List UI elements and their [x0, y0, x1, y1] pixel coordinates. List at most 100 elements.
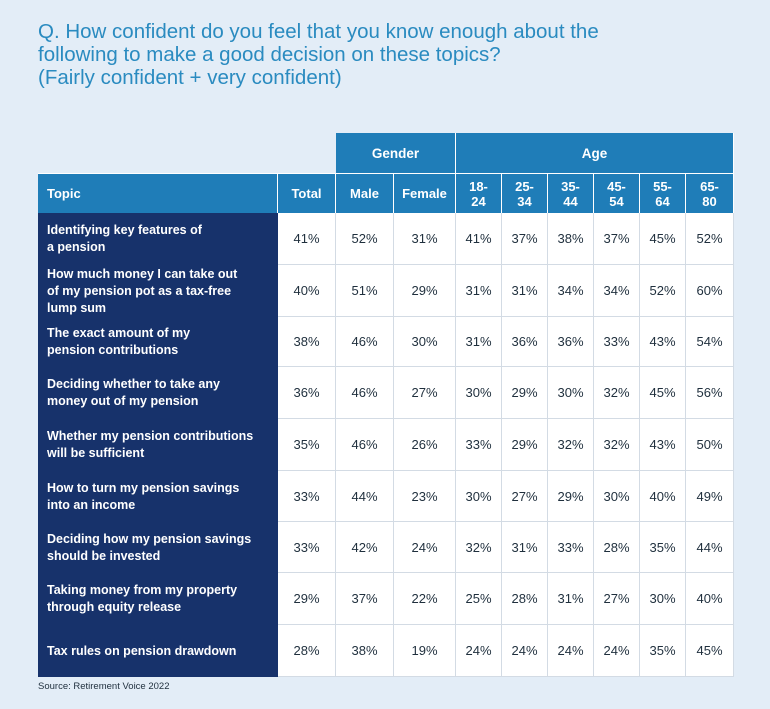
- value-cell: 32%: [594, 419, 640, 471]
- value-cell: 43%: [640, 317, 686, 367]
- column-header: 45- 54: [594, 173, 640, 213]
- value-cell: 38%: [548, 213, 594, 265]
- value-cell: 46%: [336, 419, 394, 471]
- value-cell: 42%: [336, 522, 394, 573]
- value-cell: 41%: [456, 213, 502, 265]
- value-cell: 37%: [594, 213, 640, 265]
- value-cell: 28%: [502, 573, 548, 625]
- value-cell: 37%: [336, 573, 394, 625]
- value-cell: 30%: [456, 471, 502, 522]
- column-header: Topic: [38, 173, 278, 213]
- value-cell: 31%: [394, 213, 456, 265]
- value-cell: 44%: [686, 522, 734, 573]
- value-cell: 27%: [394, 367, 456, 419]
- value-cell: 40%: [278, 265, 336, 317]
- value-cell: 36%: [502, 317, 548, 367]
- row-topic: Identifying key features of a pension: [38, 213, 278, 265]
- age-group-header: Age: [456, 133, 734, 173]
- value-cell: 34%: [548, 265, 594, 317]
- value-cell: 28%: [594, 522, 640, 573]
- value-cell: 25%: [456, 573, 502, 625]
- value-cell: 28%: [278, 625, 336, 677]
- value-cell: 40%: [640, 471, 686, 522]
- gender-group-header: Gender: [336, 133, 456, 173]
- value-cell: 26%: [394, 419, 456, 471]
- value-cell: 34%: [594, 265, 640, 317]
- value-cell: 33%: [278, 471, 336, 522]
- title-line: following to make a good decision on the…: [38, 43, 501, 66]
- value-cell: 40%: [686, 573, 734, 625]
- value-cell: 31%: [456, 317, 502, 367]
- value-cell: 38%: [278, 317, 336, 367]
- value-cell: 30%: [456, 367, 502, 419]
- value-cell: 46%: [336, 317, 394, 367]
- value-cell: 35%: [278, 419, 336, 471]
- value-cell: 22%: [394, 573, 456, 625]
- value-cell: 43%: [640, 419, 686, 471]
- value-cell: 35%: [640, 625, 686, 677]
- column-header: Male: [336, 173, 394, 213]
- value-cell: 29%: [502, 419, 548, 471]
- results-table: Gender Age Topic Total Male Female 18- 24 25- 3…: [38, 133, 734, 677]
- value-cell: 37%: [502, 213, 548, 265]
- value-cell: 27%: [594, 573, 640, 625]
- value-cell: 33%: [548, 522, 594, 573]
- row-topic: Deciding how my pension savings should b…: [38, 522, 278, 573]
- value-cell: 24%: [456, 625, 502, 677]
- value-cell: 36%: [548, 317, 594, 367]
- value-cell: 52%: [686, 213, 734, 265]
- column-header: Total: [278, 173, 336, 213]
- value-cell: 46%: [336, 367, 394, 419]
- value-cell: 29%: [278, 573, 336, 625]
- row-topic: Taking money from my property through eq…: [38, 573, 278, 625]
- value-cell: 33%: [278, 522, 336, 573]
- value-cell: 31%: [502, 265, 548, 317]
- title-line: Q. How confident do you feel that you kn…: [38, 20, 599, 43]
- value-cell: 45%: [640, 367, 686, 419]
- value-cell: 32%: [456, 522, 502, 573]
- value-cell: 31%: [548, 573, 594, 625]
- value-cell: 30%: [594, 471, 640, 522]
- row-topic: The exact amount of my pension contribut…: [38, 317, 278, 367]
- value-cell: 24%: [594, 625, 640, 677]
- column-header: 18- 24: [456, 173, 502, 213]
- row-topic: Whether my pension contributions will be…: [38, 419, 278, 471]
- value-cell: 36%: [278, 367, 336, 419]
- value-cell: 31%: [502, 522, 548, 573]
- value-cell: 19%: [394, 625, 456, 677]
- value-cell: 38%: [336, 625, 394, 677]
- row-topic: How much money I can take out of my pens…: [38, 265, 278, 317]
- value-cell: 52%: [336, 213, 394, 265]
- column-header: 35- 44: [548, 173, 594, 213]
- value-cell: 56%: [686, 367, 734, 419]
- value-cell: 29%: [548, 471, 594, 522]
- value-cell: 29%: [502, 367, 548, 419]
- column-header: Female: [394, 173, 456, 213]
- value-cell: 45%: [686, 625, 734, 677]
- value-cell: 27%: [502, 471, 548, 522]
- title-line: (Fairly confident + very confident): [38, 66, 342, 89]
- value-cell: 23%: [394, 471, 456, 522]
- value-cell: 45%: [640, 213, 686, 265]
- column-header: 55- 64: [640, 173, 686, 213]
- value-cell: 24%: [548, 625, 594, 677]
- value-cell: 60%: [686, 265, 734, 317]
- value-cell: 24%: [502, 625, 548, 677]
- column-header: 65- 80: [686, 173, 734, 213]
- value-cell: 30%: [640, 573, 686, 625]
- value-cell: 52%: [640, 265, 686, 317]
- question-title: Q. How confident do you feel that you kn…: [38, 20, 738, 89]
- value-cell: 29%: [394, 265, 456, 317]
- value-cell: 32%: [548, 419, 594, 471]
- column-header: 25- 34: [502, 173, 548, 213]
- value-cell: 32%: [594, 367, 640, 419]
- value-cell: 50%: [686, 419, 734, 471]
- value-cell: 30%: [548, 367, 594, 419]
- value-cell: 33%: [456, 419, 502, 471]
- value-cell: 30%: [394, 317, 456, 367]
- value-cell: 33%: [594, 317, 640, 367]
- value-cell: 31%: [456, 265, 502, 317]
- value-cell: 51%: [336, 265, 394, 317]
- value-cell: 54%: [686, 317, 734, 367]
- row-topic: How to turn my pension savings into an i…: [38, 471, 278, 522]
